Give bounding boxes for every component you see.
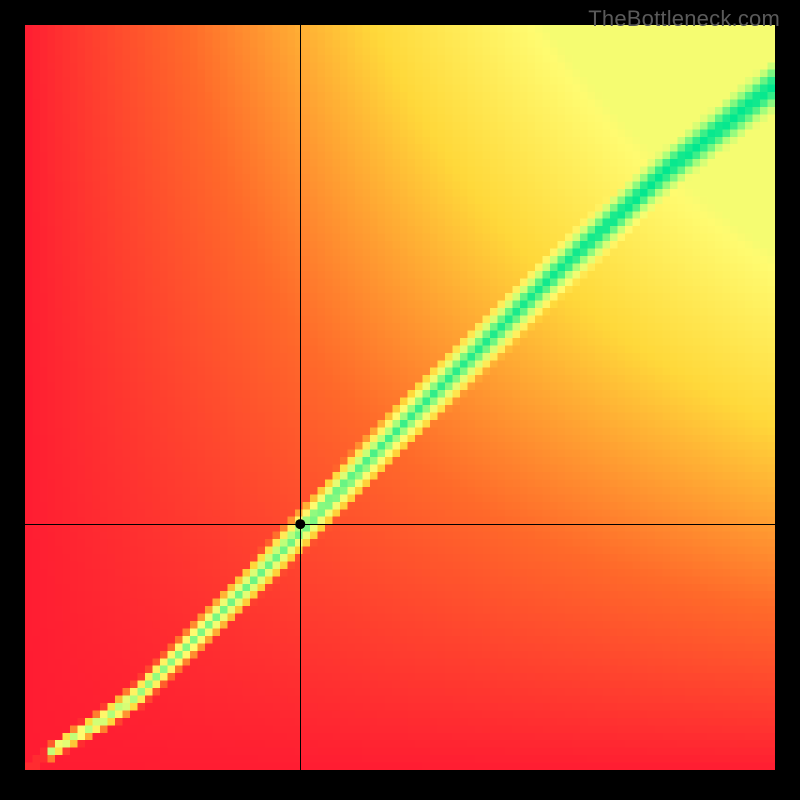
- chart-container: TheBottleneck.com: [0, 0, 800, 800]
- crosshair-marker: [25, 25, 775, 770]
- plot-area: [25, 25, 775, 770]
- watermark-text: TheBottleneck.com: [588, 6, 780, 32]
